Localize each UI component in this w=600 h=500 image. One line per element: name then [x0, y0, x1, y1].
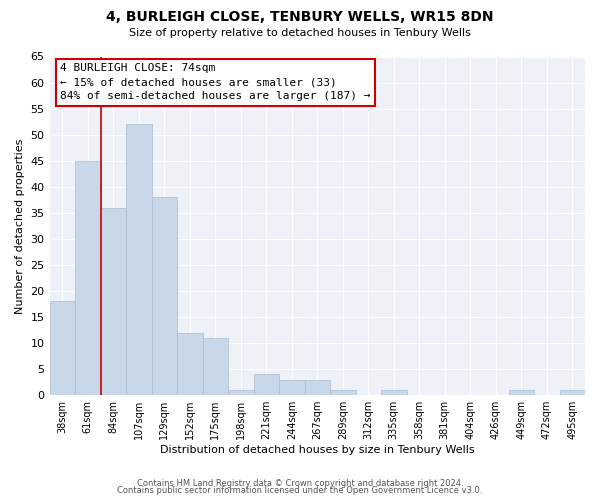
Bar: [228, 390, 254, 395]
Bar: [75, 160, 101, 395]
Text: Contains HM Land Registry data © Crown copyright and database right 2024.: Contains HM Land Registry data © Crown c…: [137, 478, 463, 488]
Text: Contains public sector information licensed under the Open Government Licence v3: Contains public sector information licen…: [118, 486, 482, 495]
Bar: [50, 302, 75, 395]
Bar: [560, 390, 585, 395]
Text: 4 BURLEIGH CLOSE: 74sqm
← 15% of detached houses are smaller (33)
84% of semi-de: 4 BURLEIGH CLOSE: 74sqm ← 15% of detache…: [60, 64, 371, 102]
X-axis label: Distribution of detached houses by size in Tenbury Wells: Distribution of detached houses by size …: [160, 445, 475, 455]
Y-axis label: Number of detached properties: Number of detached properties: [15, 138, 25, 314]
Bar: [152, 197, 177, 395]
Bar: [254, 374, 279, 395]
Bar: [203, 338, 228, 395]
Bar: [101, 208, 126, 395]
Bar: [509, 390, 534, 395]
Bar: [177, 332, 203, 395]
Bar: [330, 390, 356, 395]
Bar: [279, 380, 305, 395]
Bar: [126, 124, 152, 395]
Bar: [305, 380, 330, 395]
Text: Size of property relative to detached houses in Tenbury Wells: Size of property relative to detached ho…: [129, 28, 471, 38]
Bar: [381, 390, 407, 395]
Text: 4, BURLEIGH CLOSE, TENBURY WELLS, WR15 8DN: 4, BURLEIGH CLOSE, TENBURY WELLS, WR15 8…: [106, 10, 494, 24]
